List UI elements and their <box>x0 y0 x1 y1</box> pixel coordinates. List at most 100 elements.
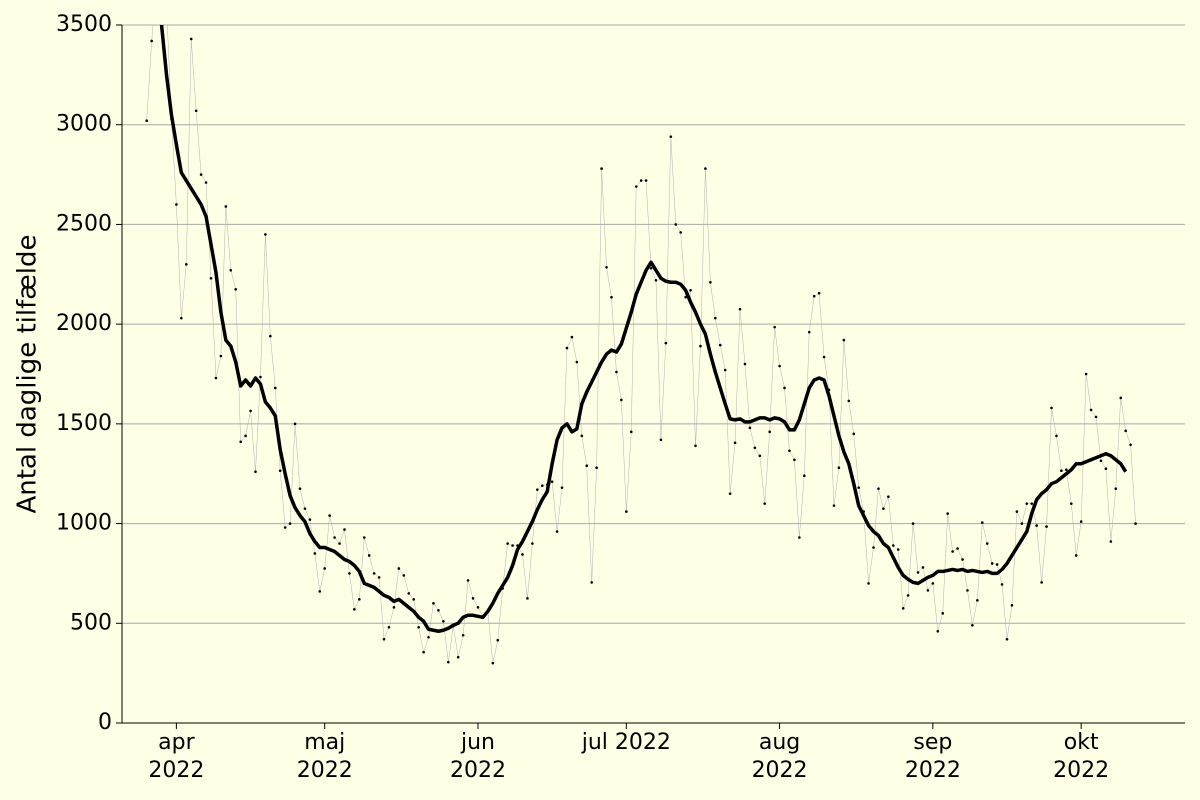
data-point <box>387 625 391 629</box>
data-point <box>432 602 435 605</box>
data-point <box>496 638 500 642</box>
data-point <box>1015 510 1019 513</box>
data-point <box>550 480 554 483</box>
data-point <box>659 438 663 442</box>
data-point <box>689 288 692 292</box>
data-point <box>471 597 475 600</box>
y-tick-label: 2000 <box>56 311 112 336</box>
data-point <box>990 562 994 565</box>
data-point <box>807 330 811 334</box>
data-point <box>1065 468 1068 472</box>
data-point <box>867 582 870 585</box>
data-point <box>891 544 895 547</box>
data-point <box>580 434 584 438</box>
data-point <box>748 426 752 430</box>
y-tick-label: 500 <box>70 610 112 635</box>
data-point <box>194 109 198 113</box>
data-point <box>758 454 762 458</box>
data-point <box>536 488 539 491</box>
data-point <box>560 486 564 489</box>
data-point <box>402 574 406 577</box>
data-point <box>1000 583 1004 586</box>
data-point <box>175 203 178 206</box>
data-point <box>906 594 910 597</box>
data-point <box>669 135 673 138</box>
data-point <box>649 267 653 270</box>
data-point <box>714 316 717 320</box>
data-point <box>283 526 287 529</box>
data-point <box>931 582 935 585</box>
data-point <box>857 486 860 489</box>
data-point <box>293 422 297 426</box>
data-point <box>273 386 277 390</box>
data-point <box>1060 469 1063 473</box>
data-point <box>600 167 603 170</box>
data-point <box>308 518 312 521</box>
data-point <box>951 550 954 553</box>
data-point <box>995 563 999 566</box>
y-tick-label: 1000 <box>56 511 112 536</box>
data-point <box>896 548 900 551</box>
data-point <box>382 637 386 641</box>
data-point <box>377 576 381 579</box>
data-point <box>269 334 272 338</box>
data-point <box>466 579 470 582</box>
y-axis-label: Antal daglige tilfælde <box>13 234 43 513</box>
data-point <box>832 504 836 507</box>
data-point <box>214 376 218 380</box>
data-point <box>372 572 376 575</box>
data-point <box>407 592 411 595</box>
data-point <box>1119 396 1123 400</box>
data-point <box>1084 372 1088 376</box>
data-point <box>447 660 450 664</box>
data-point <box>1134 522 1137 525</box>
data-point <box>491 661 495 665</box>
data-point <box>1045 525 1048 528</box>
grid <box>116 24 1185 729</box>
data-point <box>985 542 989 545</box>
data-point <box>333 536 336 539</box>
data-point <box>1005 637 1009 641</box>
data-point <box>738 307 742 311</box>
y-tick-label: 0 <box>98 710 112 735</box>
data-point <box>1055 434 1058 438</box>
data-point <box>1040 581 1043 584</box>
data-point <box>753 446 757 450</box>
data-point <box>802 474 806 478</box>
x-tick-label: maj 2022 <box>296 730 353 783</box>
data-point <box>728 492 732 495</box>
data-point <box>709 280 712 284</box>
data-point <box>936 629 940 633</box>
data-point <box>189 37 193 41</box>
x-tick-label: apr 2022 <box>148 730 205 783</box>
data-point <box>704 167 707 170</box>
data-point <box>644 179 648 182</box>
data-point <box>956 547 959 550</box>
data-point <box>244 434 247 438</box>
data-point <box>620 398 623 402</box>
data-point <box>437 609 440 612</box>
data-point <box>778 364 781 368</box>
data-point <box>526 597 529 600</box>
data-point <box>842 338 846 342</box>
data-point <box>723 368 727 372</box>
data-point <box>1109 540 1113 543</box>
data-point <box>343 528 346 531</box>
data-point <box>1124 429 1127 433</box>
data-point <box>639 179 643 182</box>
data-point <box>254 470 257 474</box>
data-point <box>427 635 430 639</box>
data-point <box>358 598 361 601</box>
data-point <box>768 430 771 434</box>
x-tick-label: jul 2022 <box>581 730 671 755</box>
data-point <box>684 295 687 299</box>
data-point <box>763 502 767 505</box>
data-point <box>1025 502 1029 505</box>
data-point <box>1079 520 1083 523</box>
data-point <box>278 469 282 473</box>
data-point <box>338 542 341 545</box>
data-point <box>921 566 925 569</box>
data-point <box>417 625 420 629</box>
y-tick-label: 3500 <box>56 12 112 37</box>
